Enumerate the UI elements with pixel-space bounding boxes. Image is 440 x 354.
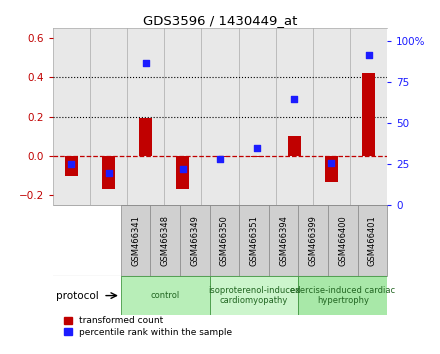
Legend: transformed count, percentile rank within the sample: transformed count, percentile rank withi… — [64, 316, 232, 337]
Text: GSM466401: GSM466401 — [368, 215, 377, 266]
Bar — [150, 205, 180, 276]
Bar — [298, 276, 387, 315]
Bar — [362, 73, 375, 156]
Text: GSM466400: GSM466400 — [338, 215, 347, 266]
Bar — [90, 28, 127, 205]
Point — [142, 60, 149, 65]
Bar — [102, 156, 115, 189]
Bar — [209, 276, 298, 315]
Bar — [121, 205, 150, 276]
Text: GSM466348: GSM466348 — [161, 215, 170, 266]
Text: GSM466341: GSM466341 — [131, 215, 140, 266]
Bar — [276, 28, 313, 205]
Point — [105, 170, 112, 175]
Bar — [350, 28, 387, 205]
Bar — [298, 205, 328, 276]
Bar — [325, 156, 338, 182]
Bar — [53, 28, 90, 205]
Bar — [239, 205, 269, 276]
Bar — [251, 156, 264, 157]
Text: exercise-induced cardiac
hypertrophy: exercise-induced cardiac hypertrophy — [290, 286, 396, 305]
Point — [328, 160, 335, 166]
Bar — [358, 205, 387, 276]
Bar — [139, 118, 152, 156]
Title: GDS3596 / 1430449_at: GDS3596 / 1430449_at — [143, 14, 297, 27]
Text: isoproterenol-induced
cardiomyopathy: isoproterenol-induced cardiomyopathy — [208, 286, 300, 305]
Bar — [328, 205, 358, 276]
Point — [180, 166, 187, 172]
Text: GSM466350: GSM466350 — [220, 215, 229, 266]
Point — [253, 145, 260, 151]
Bar — [164, 28, 202, 205]
Text: GSM466349: GSM466349 — [191, 215, 199, 266]
Bar — [180, 205, 209, 276]
Bar — [269, 205, 298, 276]
Bar — [288, 136, 301, 156]
Text: GSM466399: GSM466399 — [309, 215, 318, 266]
Bar — [65, 156, 78, 176]
Bar — [202, 28, 238, 205]
Point — [216, 156, 224, 162]
Bar — [127, 28, 164, 205]
Point — [291, 96, 298, 102]
Text: GSM466394: GSM466394 — [279, 215, 288, 266]
Bar — [238, 28, 276, 205]
Bar — [121, 276, 209, 315]
Bar — [213, 156, 227, 157]
Point — [68, 161, 75, 167]
Bar — [209, 205, 239, 276]
Point — [365, 52, 372, 57]
Text: protocol: protocol — [56, 291, 99, 301]
Bar — [313, 28, 350, 205]
Text: control: control — [150, 291, 180, 300]
Bar — [176, 156, 189, 189]
Text: GSM466351: GSM466351 — [249, 215, 259, 266]
